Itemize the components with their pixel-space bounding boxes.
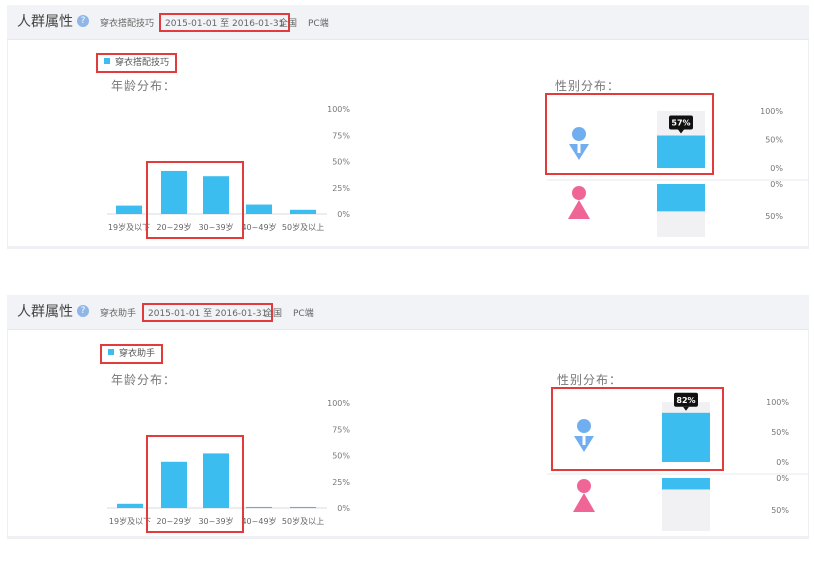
age-bar	[117, 503, 143, 508]
legend-label: 穿衣助手	[119, 349, 156, 359]
region-filter[interactable]: 全国	[264, 309, 283, 319]
age-y-tick: 50%	[332, 452, 350, 461]
gender-y-tick: 50%	[765, 212, 783, 221]
percentage-label: 82%	[676, 396, 695, 405]
platform-filter[interactable]: PC端	[293, 309, 314, 319]
tooltip-arrow	[683, 406, 689, 411]
age-bar	[290, 506, 316, 508]
male-icon-tie	[582, 436, 586, 445]
age-y-tick: 75%	[332, 131, 350, 140]
age-bar	[246, 506, 272, 508]
percentage-tooltip	[669, 115, 693, 130]
gender-y-tick: 50%	[771, 506, 789, 515]
crowd-attributes-panel-1: 人群属性 ? 穿衣搭配技巧 2015-01-01 至 2016-01-31 全国…	[7, 5, 809, 249]
male-icon	[572, 127, 586, 141]
female-bar	[657, 184, 705, 212]
gender-y-tick: 0%	[776, 458, 789, 467]
female-icon	[577, 479, 591, 493]
gender-y-tick: 0%	[770, 164, 783, 173]
help-icon[interactable]: ?	[77, 15, 89, 27]
age-x-tick: 40~49岁	[241, 222, 276, 232]
age-bar	[203, 453, 229, 508]
legend-label: 穿衣搭配技巧	[115, 58, 170, 68]
gender-y-tick: 50%	[771, 428, 789, 437]
male-bar	[657, 135, 705, 168]
help-icon[interactable]: ?	[77, 305, 89, 317]
age-legend[interactable]: 穿衣搭配技巧	[96, 53, 178, 73]
female-icon	[573, 493, 595, 512]
legend-swatch	[108, 349, 114, 355]
region-filter[interactable]: 全国	[279, 19, 298, 29]
platform-filter[interactable]: PC端	[308, 19, 329, 29]
panel-2-charts: 0% 25% 50% 75% 100% 19岁及以下 20~29岁 30~39岁 40~49岁 5…	[107, 387, 809, 533]
age-x-tick: 40~49岁	[241, 516, 276, 526]
age-bar	[246, 204, 272, 214]
age-y-tick: 100%	[327, 399, 350, 408]
female-icon	[568, 200, 590, 219]
age-x-tick: 20~29岁	[156, 516, 191, 526]
age-highlight-box	[146, 435, 244, 533]
age-chart-title: 年龄分布：	[111, 79, 177, 93]
panel-title: 人群属性	[17, 304, 73, 320]
gender-chart-title: 性别分布：	[557, 373, 623, 387]
panel-header: 人群属性 ? 穿衣助手 2015-01-01 至 2016-01-31 全国 P…	[7, 295, 809, 330]
age-bar	[290, 209, 316, 214]
panel-body	[7, 330, 809, 539]
percentage-label: 57%	[671, 119, 690, 128]
panel-title: 人群属性	[17, 14, 73, 30]
age-x-tick: 20~29岁	[156, 222, 191, 232]
age-x-tick: 50岁及以上	[282, 516, 324, 526]
age-x-tick: 50岁及以上	[282, 222, 324, 232]
age-bar	[161, 461, 187, 508]
date-range[interactable]: 2015-01-01 至 2016-01-31	[142, 303, 274, 322]
gender-y-tick: 0%	[770, 180, 783, 189]
age-x-tick: 19岁及以下	[108, 222, 150, 232]
gender-chart-title: 性别分布：	[555, 79, 621, 93]
percentage-tooltip	[674, 392, 698, 407]
age-x-tick: 19岁及以下	[109, 516, 151, 526]
gender-y-tick: 0%	[776, 474, 789, 483]
panel-body	[7, 40, 809, 249]
male-bar	[662, 412, 710, 462]
age-y-tick: 50%	[332, 158, 350, 167]
age-bar	[161, 170, 187, 214]
age-bar	[203, 176, 229, 214]
age-legend[interactable]: 穿衣助手	[100, 344, 164, 364]
age-y-tick: 0%	[337, 210, 350, 219]
gender-highlight-box	[551, 387, 724, 471]
date-range[interactable]: 2015-01-01 至 2016-01-31	[159, 13, 291, 32]
tooltip-arrow	[678, 129, 684, 134]
age-y-tick: 75%	[332, 425, 350, 434]
male-icon	[577, 419, 591, 433]
legend-swatch	[104, 58, 110, 64]
female-bar	[662, 478, 710, 490]
age-y-tick: 25%	[332, 478, 350, 487]
female-icon	[572, 186, 586, 200]
panel-1-charts: 0% 25% 50% 75% 100% 19岁及以下 20~29岁 30~39岁 40~49岁 5…	[107, 93, 809, 239]
keyword-label: 穿衣助手	[100, 309, 137, 319]
age-y-tick: 0%	[337, 504, 350, 513]
panel-header: 人群属性 ? 穿衣搭配技巧 2015-01-01 至 2016-01-31 全国…	[7, 5, 809, 40]
age-highlight-box	[146, 161, 244, 239]
age-chart-title: 年龄分布：	[111, 373, 177, 387]
gender-highlight-box	[545, 93, 714, 175]
keyword-label: 穿衣搭配技巧	[100, 19, 155, 29]
gender-y-tick: 100%	[766, 398, 789, 407]
age-bar	[116, 205, 142, 214]
age-y-tick: 100%	[327, 105, 350, 114]
male-icon-tie	[577, 144, 581, 153]
gender-y-tick: 50%	[765, 136, 783, 145]
gender-y-tick: 100%	[760, 107, 783, 116]
age-y-tick: 25%	[332, 184, 350, 193]
age-x-tick: 30~39岁	[198, 222, 233, 232]
crowd-attributes-panel-2: 人群属性 ? 穿衣助手 2015-01-01 至 2016-01-31 全国 P…	[7, 295, 809, 539]
age-x-tick: 30~39岁	[198, 516, 233, 526]
